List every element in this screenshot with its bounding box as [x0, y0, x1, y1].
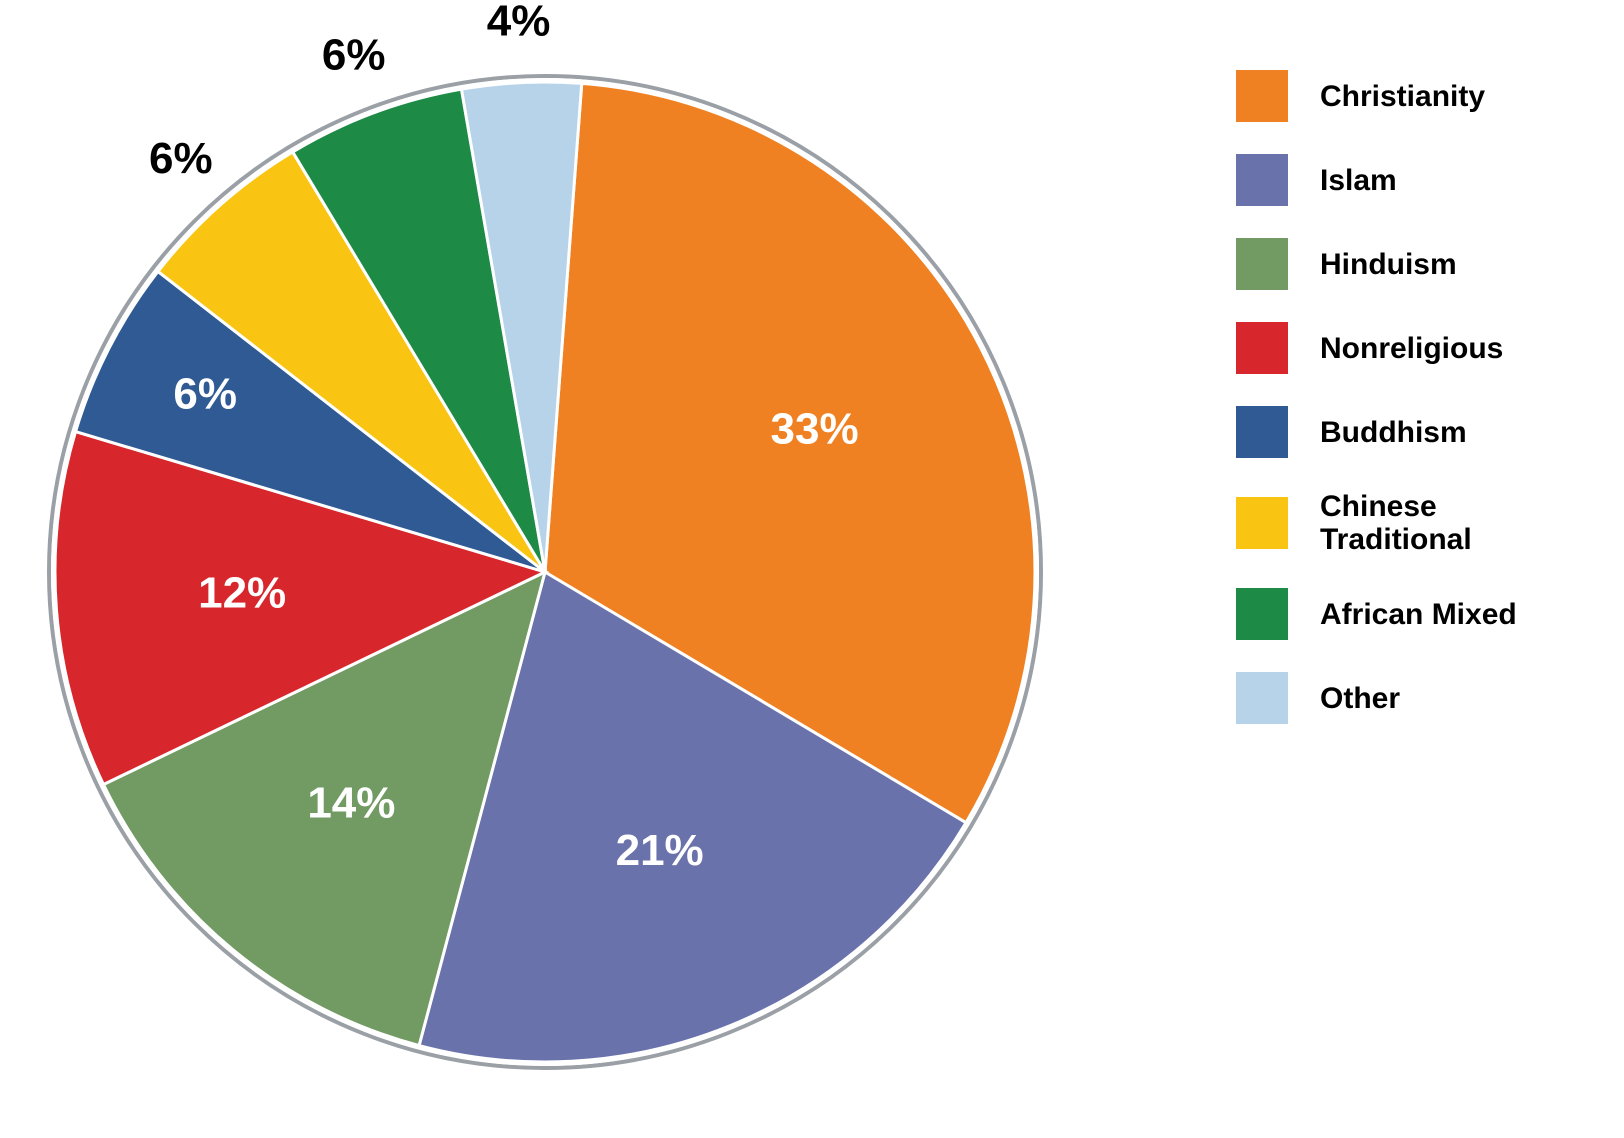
legend-item: Islam	[1236, 154, 1517, 206]
slice-percent-label: 14%	[307, 779, 395, 828]
slice-percent-label: 6%	[149, 134, 213, 183]
legend-swatch	[1236, 672, 1288, 724]
slice-percent-label: 6%	[173, 370, 237, 419]
slice-percent-label: 6%	[322, 30, 386, 79]
legend-item: African Mixed	[1236, 588, 1517, 640]
legend-swatch	[1236, 322, 1288, 374]
legend-label: African Mixed	[1320, 598, 1517, 631]
legend-swatch	[1236, 406, 1288, 458]
legend-swatch	[1236, 497, 1288, 549]
legend-swatch	[1236, 154, 1288, 206]
legend-label: Islam	[1320, 164, 1397, 197]
slice-percent-label: 21%	[616, 826, 704, 875]
slice-percent-label: 4%	[487, 0, 551, 45]
legend-label: Other	[1320, 682, 1400, 715]
slice-percent-label: 33%	[771, 405, 859, 454]
legend-item: Chinese Traditional	[1236, 490, 1517, 556]
legend: Christianity Islam Hinduism Nonreligious Bud…	[1236, 70, 1517, 756]
legend-label: Buddhism	[1320, 416, 1467, 449]
legend-swatch	[1236, 588, 1288, 640]
legend-item: Hinduism	[1236, 238, 1517, 290]
legend-item: Other	[1236, 672, 1517, 724]
legend-item: Nonreligious	[1236, 322, 1517, 374]
legend-item: Buddhism	[1236, 406, 1517, 458]
chart-stage: 33% 21% 14% 12% 6% 6% 6% 4% Christianity Islam Hi…	[0, 0, 1624, 1138]
legend-label: Christianity	[1320, 80, 1485, 113]
legend-swatch	[1236, 70, 1288, 122]
legend-item: Christianity	[1236, 70, 1517, 122]
legend-label: Chinese Traditional	[1320, 490, 1472, 556]
legend-label: Hinduism	[1320, 248, 1457, 281]
slice-percent-label: 12%	[198, 569, 286, 618]
legend-swatch	[1236, 238, 1288, 290]
legend-label: Nonreligious	[1320, 332, 1503, 365]
